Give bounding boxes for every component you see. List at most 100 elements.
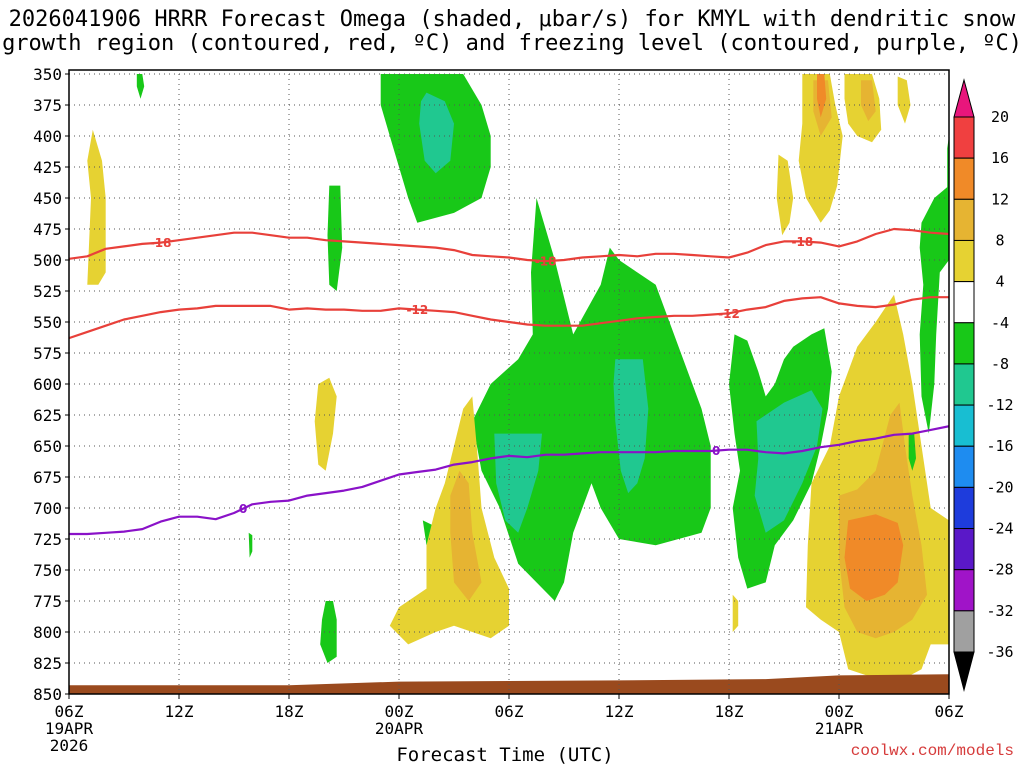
omega-region-21 [817, 74, 827, 118]
omega-region-24 [776, 154, 794, 236]
y-tick-label-700: 700 [33, 499, 62, 518]
colorbar-bin-3 [953, 239, 975, 283]
colorbar-bin-6 [953, 363, 975, 406]
colorbar-label-0: 20 [991, 108, 1009, 126]
omega-shading [87, 74, 949, 680]
colorbar-bottom-arrow [953, 651, 975, 692]
omega-region-1 [419, 92, 454, 174]
y-tick-label-400: 400 [33, 127, 62, 146]
contour-line-0 [69, 227, 949, 263]
x-tick-date-18: 20APR [375, 719, 424, 738]
omega-region-5 [494, 433, 542, 533]
x-tick-label-30: 12Z [605, 702, 634, 721]
y-tick-label-575: 575 [33, 344, 62, 363]
omega-region-9 [919, 185, 949, 434]
colorbar-label-3: 8 [995, 231, 1004, 249]
colorbar-bin-4 [953, 281, 975, 324]
y-tick-label-675: 675 [33, 468, 62, 487]
contour-label-0-1: -18 [535, 255, 557, 269]
x-tick-label-42: 00Z [825, 702, 854, 721]
omega-region-8 [754, 390, 823, 533]
colorbar-label-4: 4 [995, 273, 1004, 291]
y-tick-label-725: 725 [33, 530, 62, 549]
contour-label-1-0: -12 [406, 303, 428, 317]
y-axis: 350 375 400 425 450 475 500 525 550 575 600 625 650 6… [33, 65, 69, 704]
x-tick-date-42: 21APR [815, 719, 864, 738]
omega-region-14 [87, 129, 106, 285]
colorbar-bin-8 [953, 445, 975, 488]
colorbar-top-arrow [953, 78, 975, 118]
colorbar-bin-5 [953, 322, 975, 365]
colorbar-label-5: -4 [991, 314, 1009, 332]
y-tick-label-525: 525 [33, 282, 62, 301]
x-tick-label-36: 18Z [715, 702, 744, 721]
x-tick-label-48: 06Z [935, 702, 964, 721]
colorbar: 20 16 12 8 4 -4 -8 -12 -16 -20 -24 -28 -32 -36 [953, 78, 1014, 692]
omega-region-23 [861, 80, 876, 122]
x-tick-label-18: 00Z [385, 702, 414, 721]
x-tick-label-12: 18Z [275, 702, 304, 721]
x-tick-date-0: 19APR [45, 719, 94, 738]
y-tick-label-450: 450 [33, 189, 62, 208]
y-tick-label-850: 850 [33, 685, 62, 704]
omega-region-18 [732, 594, 739, 632]
x-tick-year-0: 2026 [50, 736, 89, 755]
colorbar-label-12: -32 [986, 602, 1013, 620]
y-tick-label-800: 800 [33, 623, 62, 642]
y-tick-label-775: 775 [33, 592, 62, 611]
omega-region-28 [844, 514, 904, 601]
colorbar-label-7: -12 [986, 396, 1013, 414]
y-tick-label-425: 425 [33, 158, 62, 177]
colorbar-label-9: -20 [986, 478, 1013, 496]
colorbar-bin-1 [953, 157, 975, 200]
y-tick-label-375: 375 [33, 96, 62, 115]
site-credit: coolwx.com/models [850, 742, 1014, 760]
colorbar-label-13: -36 [986, 643, 1013, 661]
colorbar-label-10: -24 [986, 520, 1013, 538]
y-tick-label-350: 350 [33, 65, 62, 84]
chart-title: 2026041906 HRRR Forecast Omega (shaded, … [0, 8, 1024, 56]
colorbar-bin-9 [953, 486, 975, 530]
y-tick-label-625: 625 [33, 406, 62, 425]
omega-region-3 [327, 185, 343, 291]
x-axis-label: Forecast Time (UTC) [396, 744, 614, 766]
omega-region-4 [472, 198, 711, 601]
y-tick-label-750: 750 [33, 561, 62, 580]
omega-region-13 [248, 532, 253, 558]
omega-region-12 [320, 601, 337, 663]
y-tick-label-650: 650 [33, 437, 62, 456]
gridlines [69, 73, 949, 694]
contour-label-2-1: 0 [712, 444, 720, 458]
colorbar-bin-11 [953, 569, 975, 612]
chart-title-line1: 2026041906 HRRR Forecast Omega (shaded, … [8, 7, 1016, 32]
omega-region-29 [908, 433, 916, 471]
colorbar-label-6: -8 [991, 355, 1009, 373]
contour-label-0-2: -18 [791, 235, 813, 249]
contour-line-2 [69, 425, 949, 536]
contour-line-1 [69, 296, 949, 340]
omega-region-2 [136, 74, 145, 99]
colorbar-bin-12 [953, 610, 975, 653]
y-tick-label-600: 600 [33, 375, 62, 394]
omega-region-17 [450, 470, 482, 601]
x-tick-label-24: 06Z [495, 702, 524, 721]
omega-region-19 [798, 74, 843, 223]
colorbar-label-1: 16 [991, 149, 1009, 167]
colorbar-bin-2 [953, 198, 975, 241]
y-tick-label-825: 825 [33, 654, 62, 673]
omega-region-15 [314, 377, 337, 471]
x-tick-label-6: 12Z [165, 702, 194, 721]
contour-lines: -18 -18 -18 -12 -12 0 0 [69, 227, 949, 536]
y-tick-label-475: 475 [33, 220, 62, 239]
omega-region-6 [613, 359, 649, 494]
colorbar-label-11: -28 [986, 561, 1013, 579]
colorbar-label-2: 12 [991, 190, 1009, 208]
contour-label-2-0: 0 [239, 502, 247, 516]
colorbar-bin-10 [953, 528, 975, 571]
colorbar-label-8: -16 [986, 437, 1013, 455]
contour-label-1-1: -12 [718, 307, 740, 321]
contour-label-0-0: -18 [150, 236, 172, 250]
x-tick-label-0: 06Z [55, 702, 84, 721]
